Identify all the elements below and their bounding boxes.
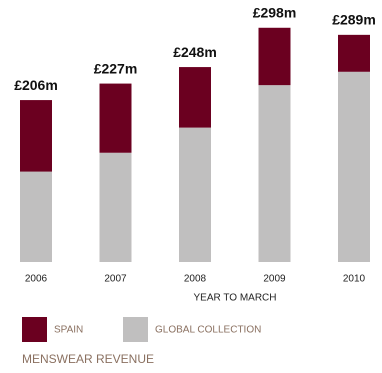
bar-segment [179, 67, 211, 128]
total-label: £227m [94, 60, 138, 76]
x-axis-label: YEAR TO MARCH [194, 293, 277, 304]
bar-segment [99, 83, 132, 153]
legend-label: GLOBAL COLLECTION [155, 325, 261, 336]
total-label: £206m [14, 77, 58, 93]
x-tick-label: 2008 [184, 274, 207, 285]
legend-swatch [22, 317, 47, 342]
bar-segment [20, 100, 52, 172]
bar-segment [258, 27, 291, 86]
bar-segment [258, 85, 291, 263]
bar-segment [338, 71, 370, 263]
total-label: £248m [173, 44, 217, 60]
bar-segment [20, 171, 52, 262]
x-tick-label: 2006 [25, 274, 48, 285]
total-label: £298m [253, 4, 297, 20]
bar-segment [99, 152, 132, 262]
bar-segment [338, 34, 370, 72]
x-tick-label: 2007 [104, 274, 127, 285]
x-tick-label: 2010 [343, 274, 366, 285]
total-label: £289m [332, 12, 376, 28]
chart-title: MENSWEAR REVENUE [22, 352, 154, 366]
x-tick-label: 2009 [263, 274, 286, 285]
legend-label: SPAIN [54, 325, 83, 336]
bar-segment [179, 127, 211, 263]
legend-swatch [123, 317, 148, 342]
